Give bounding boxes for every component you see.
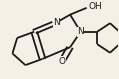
Text: O: O xyxy=(58,57,65,66)
Text: N: N xyxy=(53,18,60,27)
Text: OH: OH xyxy=(89,2,103,11)
Text: N: N xyxy=(77,27,84,36)
